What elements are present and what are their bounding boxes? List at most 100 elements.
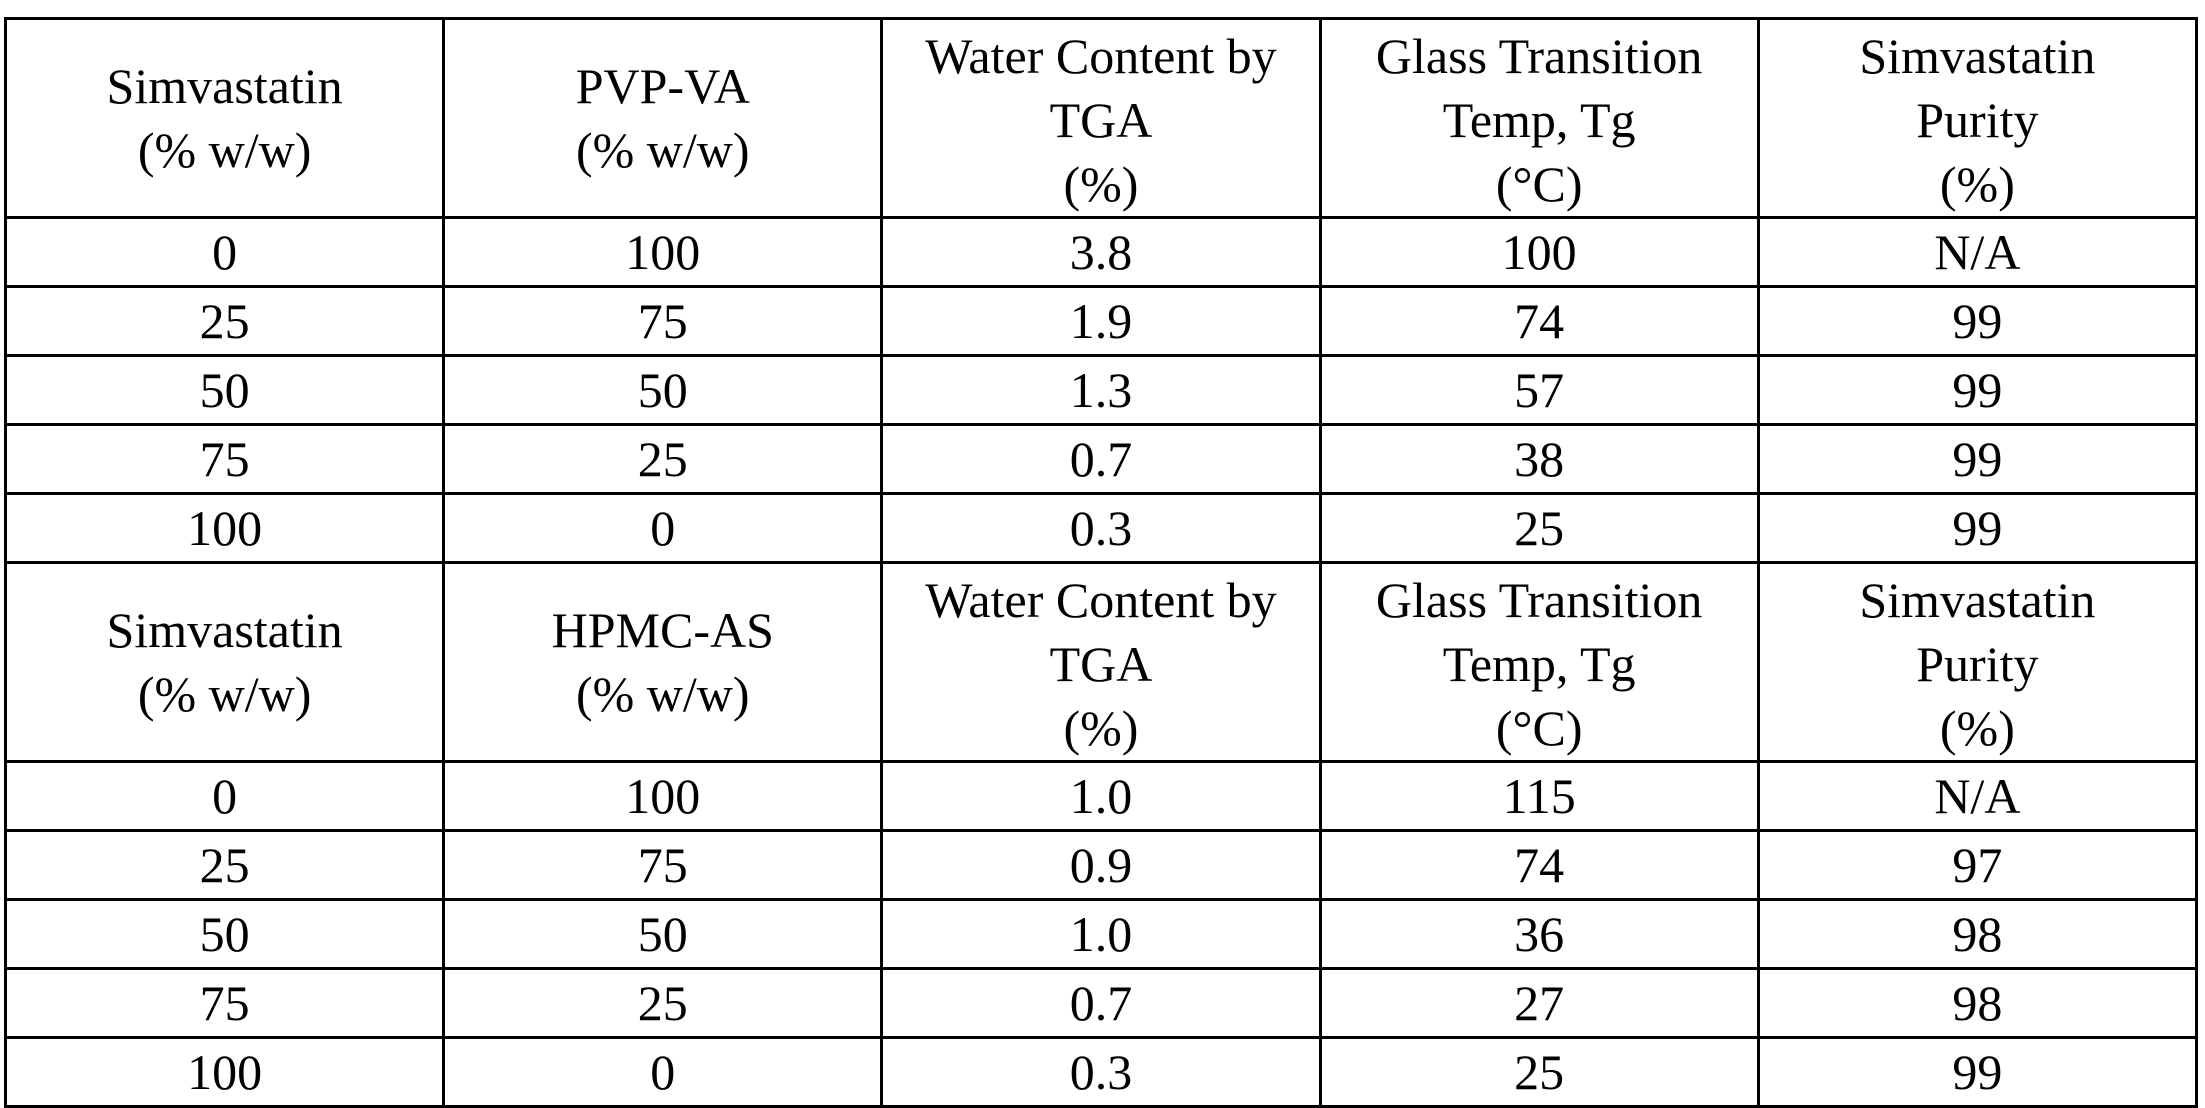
cell-simvastatin: 50: [3, 354, 446, 426]
cell-simvastatin: 0: [3, 760, 446, 832]
table-body: Simvastatin (% w/w) PVP-VA (% w/w) Water Con…: [3, 17, 2199, 1108]
table-row: 0 100 1.0 115 N/A: [3, 760, 2199, 832]
cell-simvastatin: 50: [3, 898, 446, 970]
header-cell-polymer: HPMC-AS (% w/w): [442, 561, 884, 763]
cell-polymer: 0: [442, 492, 884, 564]
header-text: (% w/w): [576, 122, 750, 178]
cell-glass-transition: 36: [1318, 898, 1760, 970]
cell-water-content: 1.0: [880, 898, 1322, 970]
cell-polymer: 25: [442, 967, 884, 1039]
header-text: Glass Transition: [1375, 572, 1703, 628]
header-text: (% w/w): [137, 666, 312, 722]
header-cell-polymer: PVP-VA (% w/w): [442, 17, 884, 219]
cell-water-content: 0.7: [880, 967, 1322, 1039]
cell-water-content: 1.3: [880, 354, 1322, 426]
header-text: Purity: [1916, 92, 2039, 148]
cell-polymer: 100: [442, 760, 884, 832]
table-row: 100 0 0.3 25 99: [3, 1036, 2199, 1108]
cell-polymer: 75: [442, 285, 884, 357]
cell-purity: 99: [1756, 285, 2199, 357]
cell-water-content: 0.3: [880, 1036, 1322, 1108]
header-text: (%): [1939, 700, 2015, 756]
cell-glass-transition: 74: [1318, 285, 1760, 357]
cell-purity: 97: [1756, 829, 2199, 901]
header-text: HPMC-AS: [551, 602, 774, 658]
header-text: (% w/w): [576, 666, 750, 722]
data-table: Simvastatin (% w/w) PVP-VA (% w/w) Water Con…: [3, 17, 2199, 1108]
header-text: Simvastatin: [106, 58, 343, 114]
header-cell-glass-transition: Glass Transition Temp, Tg (°C): [1318, 17, 1760, 219]
cell-water-content: 1.9: [880, 285, 1322, 357]
table-row: 75 25 0.7 27 98: [3, 967, 2199, 1039]
header-text: Temp, Tg: [1442, 92, 1636, 148]
header-row: Simvastatin (% w/w) HPMC-AS (% w/w) Water Co…: [3, 561, 2199, 763]
cell-polymer: 100: [442, 216, 884, 288]
cell-polymer: 50: [442, 898, 884, 970]
table-row: 100 0 0.3 25 99: [3, 492, 2199, 564]
table-row: 0 100 3.8 100 N/A: [3, 216, 2199, 288]
cell-polymer: 25: [442, 423, 884, 495]
cell-glass-transition: 27: [1318, 967, 1760, 1039]
header-cell-simvastatin: Simvastatin (% w/w): [3, 561, 446, 763]
cell-simvastatin: 0: [3, 216, 446, 288]
header-cell-purity: Simvastatin Purity (%): [1756, 561, 2199, 763]
cell-purity: 99: [1756, 1036, 2199, 1108]
header-text: (% w/w): [137, 122, 312, 178]
cell-purity: 99: [1756, 492, 2199, 564]
header-row: Simvastatin (% w/w) PVP-VA (% w/w) Water Con…: [3, 17, 2199, 219]
header-text: Purity: [1916, 636, 2039, 692]
cell-purity: 98: [1756, 898, 2199, 970]
cell-glass-transition: 25: [1318, 492, 1760, 564]
header-text: TGA: [1049, 636, 1153, 692]
cell-simvastatin: 75: [3, 423, 446, 495]
cell-simvastatin: 100: [3, 1036, 446, 1108]
header-text: Water Content by: [925, 28, 1277, 84]
table-row: 75 25 0.7 38 99: [3, 423, 2199, 495]
header-cell-purity: Simvastatin Purity (%): [1756, 17, 2199, 219]
cell-polymer: 75: [442, 829, 884, 901]
header-text: (°C): [1495, 156, 1583, 212]
cell-simvastatin: 100: [3, 492, 446, 564]
cell-water-content: 0.7: [880, 423, 1322, 495]
cell-glass-transition: 100: [1318, 216, 1760, 288]
header-cell-water-content: Water Content by TGA (%): [880, 561, 1322, 763]
header-text: PVP-VA: [575, 58, 750, 114]
cell-water-content: 1.0: [880, 760, 1322, 832]
cell-water-content: 0.3: [880, 492, 1322, 564]
cell-simvastatin: 25: [3, 285, 446, 357]
cell-glass-transition: 38: [1318, 423, 1760, 495]
table-row: 25 75 0.9 74 97: [3, 829, 2199, 901]
header-text: Water Content by: [925, 572, 1277, 628]
cell-purity: 99: [1756, 423, 2199, 495]
header-text: (°C): [1495, 700, 1583, 756]
header-text: Simvastatin: [106, 602, 343, 658]
cell-glass-transition: 115: [1318, 760, 1760, 832]
header-cell-simvastatin: Simvastatin (% w/w): [3, 17, 446, 219]
cell-water-content: 3.8: [880, 216, 1322, 288]
header-text: Glass Transition: [1375, 28, 1703, 84]
header-cell-glass-transition: Glass Transition Temp, Tg (°C): [1318, 561, 1760, 763]
table-row: 25 75 1.9 74 99: [3, 285, 2199, 357]
cell-simvastatin: 25: [3, 829, 446, 901]
header-text: TGA: [1049, 92, 1153, 148]
cell-glass-transition: 57: [1318, 354, 1760, 426]
cell-water-content: 0.9: [880, 829, 1322, 901]
header-cell-water-content: Water Content by TGA (%): [880, 17, 1322, 219]
cell-purity: 99: [1756, 354, 2199, 426]
cell-polymer: 50: [442, 354, 884, 426]
cell-glass-transition: 74: [1318, 829, 1760, 901]
table-row: 50 50 1.3 57 99: [3, 354, 2199, 426]
header-text: (%): [1063, 156, 1139, 212]
header-text: Simvastatin: [1859, 572, 2096, 628]
header-text: Temp, Tg: [1442, 636, 1636, 692]
cell-purity: N/A: [1756, 216, 2199, 288]
cell-simvastatin: 75: [3, 967, 446, 1039]
cell-purity: 98: [1756, 967, 2199, 1039]
header-text: Simvastatin: [1859, 28, 2096, 84]
table-row: 50 50 1.0 36 98: [3, 898, 2199, 970]
cell-purity: N/A: [1756, 760, 2199, 832]
cell-polymer: 0: [442, 1036, 884, 1108]
cell-glass-transition: 25: [1318, 1036, 1760, 1108]
header-text: (%): [1939, 156, 2015, 212]
header-text: (%): [1063, 700, 1139, 756]
